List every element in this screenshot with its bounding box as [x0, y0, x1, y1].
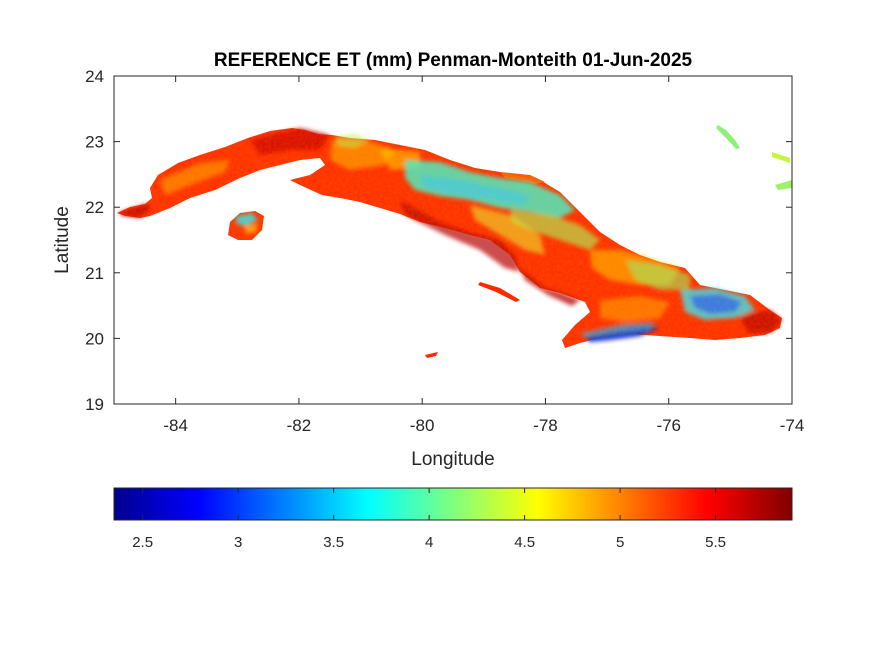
colorbar-tick-label: 4.5 — [514, 534, 535, 551]
x-axis-label: Longitude — [411, 449, 494, 470]
colorbar-tick-label: 3.5 — [323, 534, 344, 551]
y-tick-label: 20 — [85, 329, 104, 348]
x-tick-label: -74 — [780, 416, 805, 435]
plot-area — [114, 76, 792, 404]
cay-east-2 — [772, 152, 790, 163]
x-axis-ticks: -84 -82 -80 -78 -76 -74 — [163, 76, 804, 435]
x-tick-label: -82 — [287, 416, 312, 435]
cay-southwest — [478, 282, 520, 302]
y-tick-label: 22 — [85, 198, 104, 217]
x-tick-label: -84 — [163, 416, 188, 435]
colorbar-tick-label: 5 — [616, 534, 624, 551]
colorbar-tick-label: 3 — [234, 534, 242, 551]
x-tick-label: -80 — [410, 416, 435, 435]
colorbar-ticks: 2.5 3 3.5 4 4.5 5 5.5 — [132, 488, 726, 551]
cay-east-1 — [716, 125, 740, 149]
x-tick-label: -76 — [656, 416, 681, 435]
colorbar-tick-label: 5.5 — [705, 534, 726, 551]
y-tick-label: 24 — [85, 67, 104, 86]
cay-south — [425, 352, 438, 358]
plot-frame — [113, 75, 793, 405]
y-axis-label: Latitude — [52, 206, 73, 274]
chart-title: REFERENCE ET (mm) Penman-Monteith 01-Jun… — [214, 50, 693, 71]
x-tick-label: -78 — [533, 416, 558, 435]
texture — [117, 128, 782, 348]
y-axis-ticks: 19 20 21 22 23 24 — [85, 67, 792, 414]
y-tick-label: 19 — [85, 395, 104, 414]
colorbar-tick-label: 4 — [425, 534, 433, 551]
colorbar — [113, 487, 793, 521]
colorbar-tick-label: 2.5 — [132, 534, 153, 551]
et-map — [117, 125, 792, 358]
cay-east-3 — [775, 180, 792, 190]
y-tick-label: 21 — [85, 264, 104, 283]
y-tick-label: 23 — [85, 133, 104, 152]
